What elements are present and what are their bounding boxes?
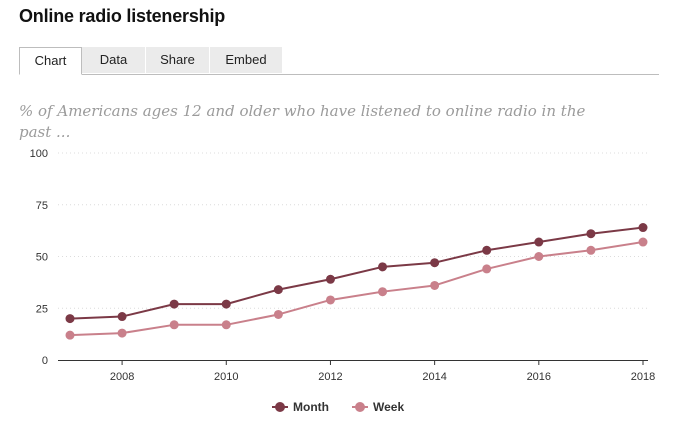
data-point-month-2007 [65,314,75,324]
tab-bar: Chart Data Share Embed [19,47,659,75]
x-tick-label-2012: 2012 [318,371,342,383]
series-line-week [69,241,644,337]
data-point-week-2013 [378,287,388,297]
data-point-month-2014 [430,258,440,268]
x-tick-label-2014: 2014 [422,371,446,383]
data-point-week-2007 [65,330,75,340]
data-point-week-2008 [117,328,127,338]
data-point-week-2012 [325,295,335,305]
data-point-month-2010 [221,299,231,309]
data-point-week-2010 [221,320,231,330]
y-tick-label-25: 25 [36,303,48,315]
chart-title: Online radio listenership [19,6,226,26]
legend-dot-month [275,402,285,412]
data-point-month-2018 [638,223,648,233]
data-point-month-2011 [273,285,283,295]
x-tick-label-2018: 2018 [631,371,655,383]
series-line-month [69,226,644,320]
x-tick-label-2016: 2016 [527,371,551,383]
legend-marker-month [272,402,288,412]
tab-embed[interactable]: Embed [210,47,282,73]
data-point-month-2017 [586,229,596,239]
y-tick-label-0: 0 [42,355,48,367]
data-point-week-2014 [430,280,440,290]
data-point-week-2017 [586,245,596,255]
data-point-month-2015 [482,245,492,255]
chart-legend: Month Week [0,397,691,417]
tab-data[interactable]: Data [82,47,145,73]
chart-subtitle: % of Americans ages 12 and older who hav… [19,102,586,141]
legend-item-week[interactable]: Week [352,397,404,417]
tab-share[interactable]: Share [146,47,209,73]
data-point-week-2009 [169,320,179,330]
data-point-week-2015 [482,264,492,274]
legend-label-week: Week [373,400,405,414]
x-tick-label-2008: 2008 [110,371,134,383]
data-point-week-2018 [638,237,648,247]
y-tick-label-100: 100 [30,148,48,160]
data-point-week-2011 [273,309,283,319]
legend-label-month: Month [293,400,329,414]
legend-dot-week [355,402,365,412]
legend-marker-week [352,402,368,412]
y-tick-label-75: 75 [36,200,48,212]
y-tick-label-50: 50 [36,252,48,264]
data-point-month-2013 [378,262,388,272]
data-point-month-2009 [169,299,179,309]
x-tick-label-2010: 2010 [214,371,238,383]
data-point-month-2016 [534,237,544,247]
tab-chart[interactable]: Chart [19,47,82,75]
data-point-week-2016 [534,252,544,261]
data-point-month-2012 [325,274,335,284]
data-point-month-2008 [117,312,127,322]
legend-item-month[interactable]: Month [272,397,329,417]
